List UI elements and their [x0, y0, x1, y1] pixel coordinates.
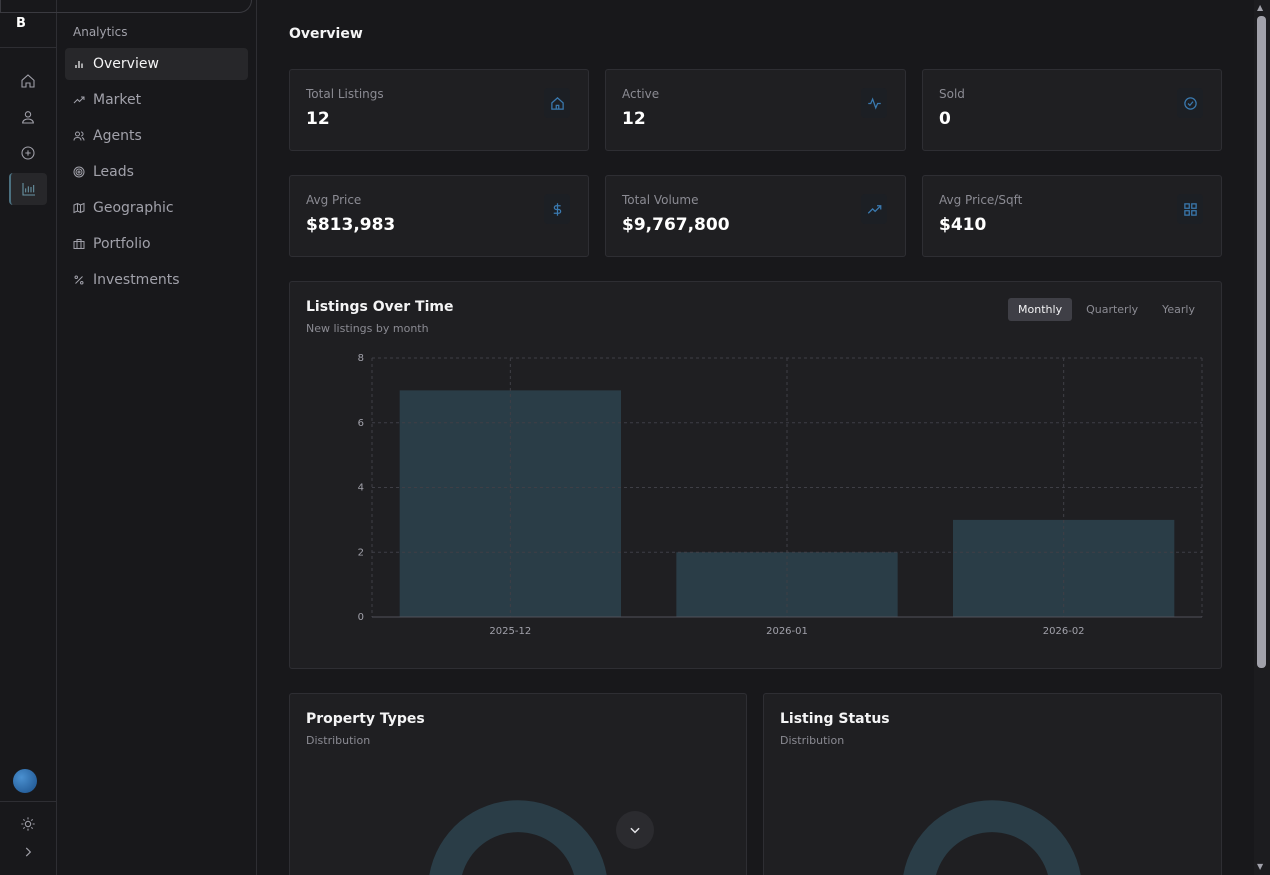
y-tick-label: 8 [358, 353, 364, 364]
rail-bar-chart-icon[interactable] [9, 173, 47, 205]
nav-label: Portfolio [93, 236, 151, 252]
scroll-up-arrow[interactable]: ▲ [1257, 3, 1264, 12]
stat-value: $9,767,800 [622, 215, 730, 235]
bar [676, 552, 898, 617]
nav-overview[interactable]: Overview [65, 48, 248, 80]
vertical-scrollbar[interactable]: ▲ ▼ [1254, 0, 1270, 875]
card-subtitle: Distribution [306, 734, 371, 747]
percent-icon [74, 275, 84, 285]
stat-value: 12 [622, 109, 646, 129]
stat-label: Active [622, 87, 660, 101]
expand-chevron-right-icon[interactable] [9, 836, 47, 868]
divider [0, 47, 56, 48]
nav-agents[interactable]: Agents [65, 120, 248, 152]
logo[interactable]: B [16, 16, 26, 31]
stat-card-avg-price-sqft: Avg Price/Sqft $410 [922, 175, 1222, 257]
trending-up-icon [73, 96, 85, 104]
donut-segment [429, 800, 607, 875]
chart-subtitle: New listings by month [306, 322, 429, 335]
users-icon [73, 131, 85, 141]
stat-label: Avg Price/Sqft [939, 193, 1023, 207]
rail-home-icon[interactable] [9, 65, 47, 97]
nav-label: Market [93, 92, 142, 108]
nav-label: Investments [93, 272, 180, 288]
stat-value: 12 [306, 109, 330, 129]
nav-market[interactable]: Market [65, 84, 248, 116]
x-tick-label: 2025-12 [489, 626, 531, 637]
nav-label: Geographic [93, 200, 174, 216]
scrollbar-thumb[interactable] [1257, 16, 1266, 668]
target-icon [73, 166, 85, 178]
scroll-down-button[interactable] [616, 811, 654, 849]
nav-investments[interactable]: Investments [65, 264, 248, 296]
page-title: Overview [289, 26, 363, 42]
property-types-card: Property Types Distribution [289, 693, 747, 875]
map-icon [73, 202, 85, 214]
briefcase-icon [73, 239, 85, 249]
nav-label: Overview [93, 56, 159, 72]
stat-value: $410 [939, 215, 987, 235]
dollar-icon [544, 194, 570, 224]
stat-card-total-volume: Total Volume $9,767,800 [605, 175, 906, 257]
card-subtitle: Distribution [780, 734, 845, 747]
nav-label: Leads [93, 164, 134, 180]
y-tick-label: 2 [358, 547, 364, 558]
stat-value: $813,983 [306, 215, 396, 235]
main-content: Overview Total Listings 12 Active 12 Sol… [257, 0, 1254, 875]
tab-yearly[interactable]: Yearly [1162, 303, 1195, 316]
home-icon [544, 88, 570, 118]
check-circle-icon [1177, 88, 1203, 118]
stat-label: Total Volume [622, 193, 699, 207]
stat-label: Total Listings [306, 87, 384, 101]
period-tabs: Monthly Quarterly Yearly [1008, 298, 1205, 321]
stat-card-active: Active 12 [605, 69, 906, 151]
listings-over-time-card: Listings Over Time New listings by month… [289, 281, 1222, 669]
rail-user-icon[interactable] [9, 101, 47, 133]
listing-status-card: Listing Status Distribution [763, 693, 1222, 875]
stat-value: 0 [939, 109, 951, 129]
scroll-down-arrow[interactable]: ▼ [1257, 862, 1264, 871]
bar-chart-icon [75, 61, 83, 68]
tab-monthly[interactable]: Monthly [1008, 298, 1073, 321]
chevron-down-icon [630, 827, 640, 834]
rail-plus-circle-icon[interactable] [9, 137, 47, 169]
listing-status-donut [903, 800, 1081, 875]
stat-label: Avg Price [306, 193, 362, 207]
nav-leads[interactable]: Leads [65, 156, 248, 188]
user-avatar[interactable] [13, 769, 37, 793]
activity-icon [861, 88, 887, 118]
subnav-header: Analytics [73, 25, 128, 39]
stat-card-avg-price: Avg Price $813,983 [289, 175, 589, 257]
nav-portfolio[interactable]: Portfolio [65, 228, 248, 260]
donut-segment [903, 800, 1081, 875]
y-tick-label: 0 [358, 612, 364, 623]
stat-card-sold: Sold 0 [922, 69, 1222, 151]
card-title: Listing Status [780, 711, 890, 727]
icon-rail: B [0, 0, 252, 875]
x-tick-label: 2026-02 [1043, 626, 1085, 637]
x-tick-label: 2026-01 [766, 626, 808, 637]
card-title: Property Types [306, 711, 425, 727]
listings-bar-chart: 0 2 4 6 8 2025-12 2026-01 2026-02 [358, 353, 1203, 637]
y-tick-label: 4 [358, 483, 364, 494]
stat-card-total-listings: Total Listings 12 [289, 69, 589, 151]
stat-label: Sold [939, 87, 965, 101]
divider [0, 801, 56, 802]
tab-quarterly[interactable]: Quarterly [1086, 303, 1139, 316]
trending-up-icon [861, 194, 887, 224]
analytics-subnav: Analytics Overview Market Agents Leads G… [57, 0, 257, 875]
y-tick-label: 6 [358, 418, 364, 429]
nav-label: Agents [93, 128, 142, 144]
theme-sun-icon[interactable] [9, 808, 47, 840]
nav-geographic[interactable]: Geographic [65, 192, 248, 224]
grid-icon [1177, 194, 1203, 224]
property-types-donut [429, 800, 607, 875]
chart-title: Listings Over Time [306, 299, 454, 315]
